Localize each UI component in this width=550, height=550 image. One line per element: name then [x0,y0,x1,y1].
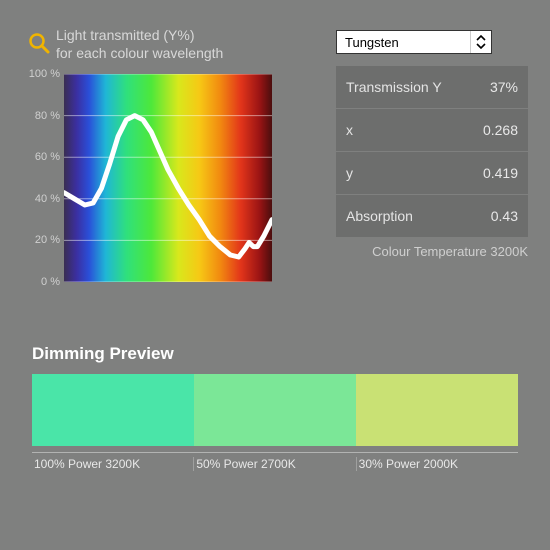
select-stepper-icon [470,31,491,53]
chart-title-line2: for each colour wavelength [56,44,223,62]
select-value: Tungsten [345,35,399,50]
table-row: x 0.268 [336,109,528,152]
dimming-swatch [32,374,194,446]
chart-title-line1: Light transmitted (Y%) [56,26,223,44]
gel-spec-panel: Light transmitted (Y%) for each colour w… [0,0,550,550]
y-tick-label: 60 % [35,151,60,163]
row-value: 0.419 [483,165,518,181]
dimming-swatch [356,374,518,446]
y-tick-label: 20 % [35,234,60,246]
chart-title: Light transmitted (Y%) for each colour w… [56,26,223,62]
row-value: 0.268 [483,122,518,138]
row-value: 37% [490,79,518,95]
dimming-title: Dimming Preview [32,344,518,364]
swatch-label: 50% Power 2700K [194,457,356,471]
row-label: Transmission Y [346,79,442,95]
magnify-icon[interactable] [28,32,50,54]
swatch-labels-row: 100% Power 3200K50% Power 2700K30% Power… [32,452,518,471]
table-row: y 0.419 [336,152,528,195]
swatch-label: 30% Power 2000K [357,457,518,471]
colour-temperature-label: Colour Temperature 3200K [336,244,528,259]
data-column: Tungsten Transmission Y 37% x 0.268 y 0.419 Ab… [336,30,528,259]
row-value: 0.43 [491,208,518,224]
top-area: Light transmitted (Y%) for each colour w… [0,18,550,338]
swatch-row [32,374,518,446]
row-label: x [346,122,353,138]
light-source-select[interactable]: Tungsten [336,30,492,54]
table-row: Absorption 0.43 [336,195,528,238]
row-label: Absorption [346,208,413,224]
dimming-preview-section: Dimming Preview 100% Power 3200K50% Powe… [32,344,518,471]
dimming-swatch [194,374,356,446]
y-axis: 100 %80 %60 %40 %20 %0 % [24,74,62,282]
row-label: y [346,165,353,181]
y-tick-label: 0 % [41,276,60,288]
y-tick-label: 40 % [35,193,60,205]
table-row: Transmission Y 37% [336,66,528,109]
chart-plot-area [64,74,272,282]
y-tick-label: 80 % [35,110,60,122]
swatch-label: 100% Power 3200K [32,457,194,471]
coefficients-table: Transmission Y 37% x 0.268 y 0.419 Absorption 0… [336,66,528,238]
y-tick-label: 100 % [29,68,60,80]
